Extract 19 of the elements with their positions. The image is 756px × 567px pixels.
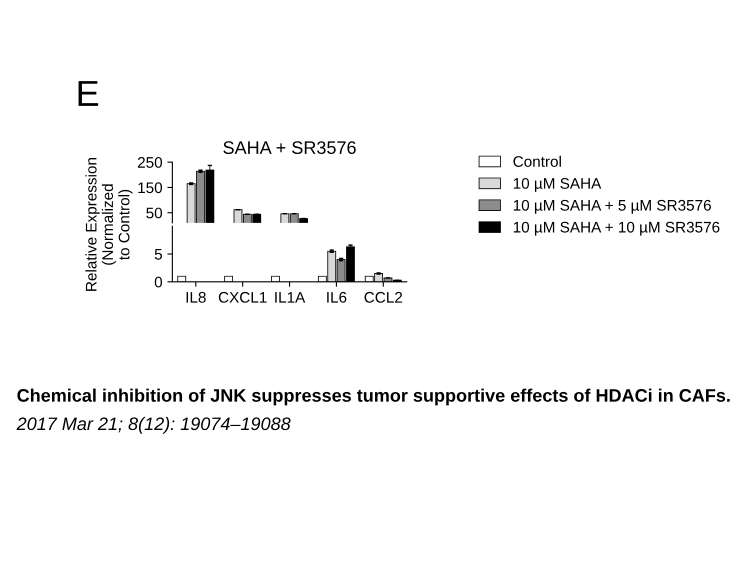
chart-title: SAHA + SR3576 <box>223 141 356 154</box>
legend-label: 10 µM SAHA + 10 µM SR3576 <box>514 222 720 236</box>
text: Chemical inhibition of JNK suppresses tumor supportive effects of HDACi in CAFs. <box>17 388 730 406</box>
y-tick-label: 150 <box>138 182 162 194</box>
y-axis-title: Relative Expression (Normalized to Control) <box>85 158 133 291</box>
legend-label: Control <box>513 156 561 167</box>
legend-label: 10 µM SAHA + 5 µM SR3576 <box>514 200 711 214</box>
y-tick-label: 5 <box>154 249 162 260</box>
text: E <box>78 81 98 106</box>
legend-label: 10 µM SAHA <box>514 178 602 192</box>
x-tick-label: IL8 <box>186 292 206 303</box>
y-tick-label: 250 <box>138 157 162 168</box>
x-tick-label: IL1A <box>275 292 306 303</box>
x-tick-label: IL6 <box>327 292 346 303</box>
x-tick-label: CXCL1 <box>218 292 267 303</box>
x-tick-label: CCL2 <box>364 292 402 303</box>
y-tick-label: 50 <box>146 208 162 218</box>
y-tick-label: 0 <box>154 276 162 288</box>
text: 2017 Mar 21; 8(12): 19074–19088 <box>16 416 291 434</box>
